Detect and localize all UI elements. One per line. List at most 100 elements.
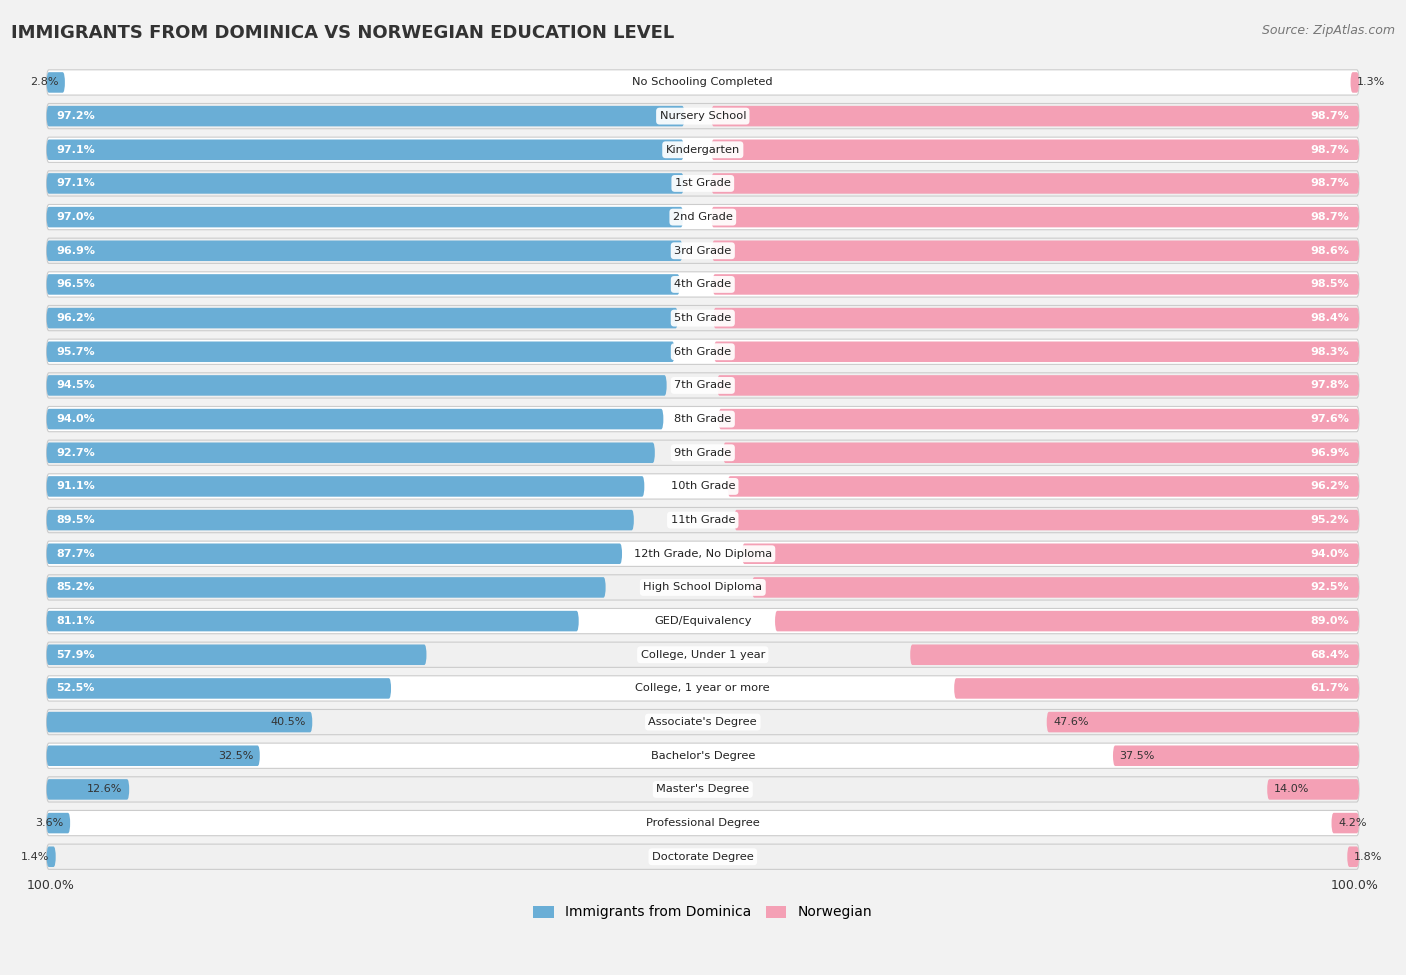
FancyBboxPatch shape (46, 644, 426, 665)
FancyBboxPatch shape (1351, 72, 1360, 93)
FancyBboxPatch shape (46, 710, 1360, 735)
Text: 11th Grade: 11th Grade (671, 515, 735, 526)
FancyBboxPatch shape (1046, 712, 1360, 732)
Text: 2.8%: 2.8% (30, 77, 59, 88)
FancyBboxPatch shape (728, 476, 1360, 496)
Text: 98.5%: 98.5% (1310, 280, 1350, 290)
FancyBboxPatch shape (711, 207, 1360, 227)
Text: 2nd Grade: 2nd Grade (673, 213, 733, 222)
FancyBboxPatch shape (46, 103, 1360, 129)
Text: 10th Grade: 10th Grade (671, 482, 735, 491)
Text: 97.0%: 97.0% (56, 213, 96, 222)
FancyBboxPatch shape (46, 274, 681, 294)
Text: 12.6%: 12.6% (87, 785, 122, 795)
FancyBboxPatch shape (46, 341, 675, 362)
FancyBboxPatch shape (46, 712, 312, 732)
Text: 96.9%: 96.9% (56, 246, 96, 255)
FancyBboxPatch shape (711, 241, 1360, 261)
FancyBboxPatch shape (46, 372, 1360, 398)
FancyBboxPatch shape (46, 779, 129, 800)
Text: 98.6%: 98.6% (1310, 246, 1350, 255)
Text: 95.2%: 95.2% (1310, 515, 1350, 526)
FancyBboxPatch shape (718, 409, 1360, 429)
Text: 94.0%: 94.0% (1310, 549, 1350, 559)
Text: GED/Equivalency: GED/Equivalency (654, 616, 752, 626)
FancyBboxPatch shape (46, 507, 1360, 532)
Text: 3.6%: 3.6% (35, 818, 63, 828)
Text: 98.7%: 98.7% (1310, 144, 1350, 155)
FancyBboxPatch shape (46, 510, 634, 530)
FancyBboxPatch shape (717, 375, 1360, 396)
Text: Source: ZipAtlas.com: Source: ZipAtlas.com (1261, 24, 1395, 37)
Text: 97.1%: 97.1% (56, 178, 96, 188)
FancyBboxPatch shape (46, 777, 1360, 802)
FancyBboxPatch shape (46, 139, 683, 160)
FancyBboxPatch shape (711, 139, 1360, 160)
FancyBboxPatch shape (713, 274, 1360, 294)
FancyBboxPatch shape (46, 409, 664, 429)
Text: Kindergarten: Kindergarten (665, 144, 740, 155)
Text: 98.7%: 98.7% (1310, 213, 1350, 222)
Text: Master's Degree: Master's Degree (657, 785, 749, 795)
FancyBboxPatch shape (46, 72, 65, 93)
FancyBboxPatch shape (46, 171, 1360, 196)
FancyBboxPatch shape (711, 174, 1360, 194)
FancyBboxPatch shape (1267, 779, 1360, 800)
FancyBboxPatch shape (46, 610, 579, 632)
Text: 94.0%: 94.0% (56, 414, 96, 424)
FancyBboxPatch shape (46, 474, 1360, 499)
Text: 97.2%: 97.2% (56, 111, 96, 121)
Text: 14.0%: 14.0% (1274, 785, 1309, 795)
Text: 97.1%: 97.1% (56, 144, 96, 155)
Text: 91.1%: 91.1% (56, 482, 96, 491)
FancyBboxPatch shape (46, 272, 1360, 297)
Text: 5th Grade: 5th Grade (673, 313, 731, 323)
Text: Professional Degree: Professional Degree (645, 818, 759, 828)
FancyBboxPatch shape (46, 813, 70, 834)
FancyBboxPatch shape (46, 844, 1360, 870)
FancyBboxPatch shape (752, 577, 1360, 598)
Text: College, Under 1 year: College, Under 1 year (641, 649, 765, 660)
Text: No Schooling Completed: No Schooling Completed (633, 77, 773, 88)
Text: 97.6%: 97.6% (1310, 414, 1350, 424)
Text: 6th Grade: 6th Grade (675, 347, 731, 357)
Text: 98.7%: 98.7% (1310, 178, 1350, 188)
FancyBboxPatch shape (46, 743, 1360, 768)
Text: Doctorate Degree: Doctorate Degree (652, 852, 754, 862)
Text: 32.5%: 32.5% (218, 751, 253, 760)
Text: 52.5%: 52.5% (56, 683, 94, 693)
FancyBboxPatch shape (775, 610, 1360, 632)
Text: 47.6%: 47.6% (1053, 717, 1088, 727)
FancyBboxPatch shape (46, 308, 678, 329)
FancyBboxPatch shape (46, 137, 1360, 163)
FancyBboxPatch shape (46, 679, 391, 699)
FancyBboxPatch shape (46, 676, 1360, 701)
Text: 61.7%: 61.7% (1310, 683, 1350, 693)
Text: 85.2%: 85.2% (56, 582, 96, 593)
Text: 96.2%: 96.2% (1310, 482, 1350, 491)
Text: 97.8%: 97.8% (1310, 380, 1350, 390)
FancyBboxPatch shape (46, 846, 56, 867)
Text: 87.7%: 87.7% (56, 549, 96, 559)
Text: 96.5%: 96.5% (56, 280, 96, 290)
Text: 4.2%: 4.2% (1339, 818, 1367, 828)
FancyBboxPatch shape (910, 644, 1360, 665)
Text: 98.7%: 98.7% (1310, 111, 1350, 121)
FancyBboxPatch shape (46, 608, 1360, 634)
FancyBboxPatch shape (46, 241, 682, 261)
Text: 40.5%: 40.5% (270, 717, 305, 727)
Text: 92.5%: 92.5% (1310, 582, 1350, 593)
Text: 94.5%: 94.5% (56, 380, 96, 390)
Legend: Immigrants from Dominica, Norwegian: Immigrants from Dominica, Norwegian (527, 900, 877, 925)
FancyBboxPatch shape (713, 308, 1360, 329)
Text: 1.4%: 1.4% (21, 852, 49, 862)
Text: 37.5%: 37.5% (1119, 751, 1154, 760)
FancyBboxPatch shape (46, 541, 1360, 566)
Text: Associate's Degree: Associate's Degree (648, 717, 756, 727)
Text: 89.5%: 89.5% (56, 515, 96, 526)
Text: 89.0%: 89.0% (1310, 616, 1350, 626)
Text: 9th Grade: 9th Grade (673, 448, 731, 457)
FancyBboxPatch shape (955, 679, 1360, 699)
Text: 4th Grade: 4th Grade (675, 280, 731, 290)
Text: Bachelor's Degree: Bachelor's Degree (651, 751, 755, 760)
